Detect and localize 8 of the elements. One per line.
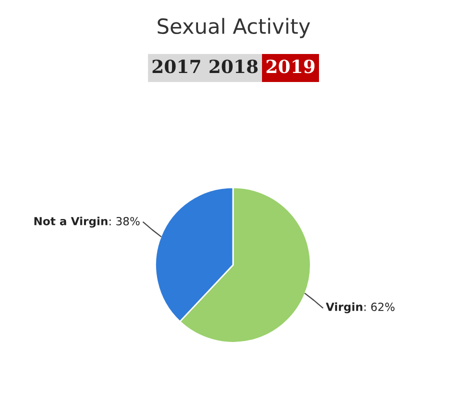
text: 2017 [152,60,200,74]
slice-label: Virgin [326,302,362,314]
text: 2018 [210,60,258,74]
slice-label: Not a Virgin [34,216,108,228]
data-label: : 62% [364,302,395,312]
data-label: : 38% [110,216,140,226]
chart-title: Sexual Activity [158,18,310,38]
text: 2019 [266,60,314,74]
